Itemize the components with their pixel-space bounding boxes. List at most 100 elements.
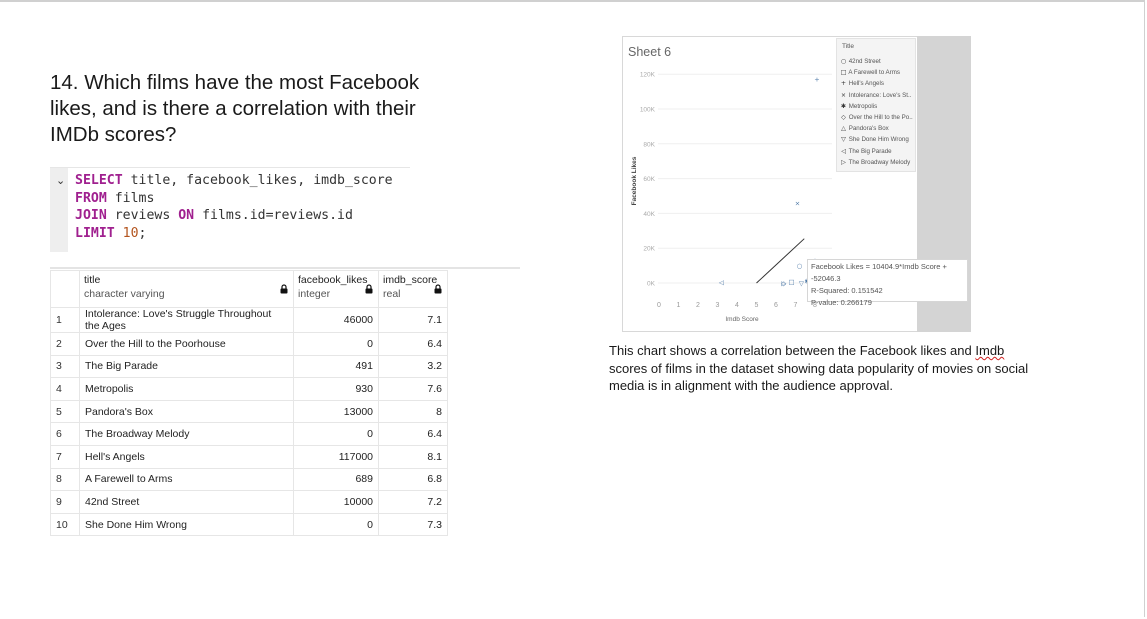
column-header-facebook-likes[interactable]: facebook_likes integer: [293, 270, 379, 308]
x-tick-label: 7: [794, 302, 798, 309]
result-table: title character varying facebook_likes i…: [50, 270, 448, 537]
data-point: ○: [797, 262, 803, 270]
title-cell[interactable]: 42nd Street: [79, 490, 294, 514]
title-cell[interactable]: She Done Him Wrong: [79, 512, 294, 537]
x-tick-label: 3: [716, 302, 720, 309]
table-row[interactable]: 10 She Done Him Wrong 0 7.3: [50, 512, 448, 537]
chevron-down-icon[interactable]: ⌄: [56, 174, 66, 187]
sql-text: title, facebook_likes, imdb_score: [122, 173, 393, 188]
x-tick-label: 2: [696, 302, 700, 309]
legend-item[interactable]: ◇ Over the Hill to the Po..: [840, 114, 913, 124]
legend-title: Title: [842, 43, 855, 50]
table-row[interactable]: 4 Metropolis 930 7.6: [50, 377, 448, 401]
table-row[interactable]: 3 The Big Parade 491 3.2: [50, 354, 448, 379]
title-cell[interactable]: Over the Hill to the Poorhouse: [79, 332, 294, 356]
legend-item[interactable]: □ A Farewell to Arms: [840, 69, 900, 79]
score-cell[interactable]: 6.4: [378, 332, 448, 356]
chart-title: Sheet 6: [628, 45, 672, 59]
legend-item[interactable]: ○ 42nd Street: [840, 58, 881, 68]
score-cell[interactable]: 6.8: [378, 467, 448, 492]
legend-item[interactable]: ◁ The Big Parade: [840, 148, 892, 158]
sql-code[interactable]: SELECT title, facebook_likes, imdb_score…: [75, 172, 393, 242]
title-cell[interactable]: Intolerance: Love's Struggle Throughout …: [79, 307, 294, 333]
score-cell[interactable]: 7.2: [378, 490, 448, 514]
row-number: 3: [50, 354, 80, 379]
likes-cell[interactable]: 0: [293, 422, 379, 446]
x-tick-label: 4: [735, 302, 739, 309]
legend-item[interactable]: ▷ The Broadway Melody: [840, 159, 910, 169]
title-cell[interactable]: The Broadway Melody: [79, 422, 294, 446]
y-tick-label: 0K: [647, 281, 656, 288]
score-cell[interactable]: 7.1: [378, 307, 448, 333]
y-tick-label: 80K: [643, 141, 655, 148]
column-header-imdb-score[interactable]: imdb_score real: [378, 270, 448, 308]
legend-item[interactable]: △ Pandora's Box: [840, 125, 889, 135]
table-row[interactable]: 7 Hell's Angels 117000 8.1: [50, 444, 448, 469]
divider: [50, 267, 520, 269]
sql-keyword: LIMIT: [75, 225, 115, 241]
legend-item[interactable]: + Hell's Angels: [840, 80, 884, 90]
x-tick-label: 0: [657, 302, 661, 309]
table-row[interactable]: 1 Intolerance: Love's Struggle Throughout…: [50, 307, 448, 333]
score-cell[interactable]: 6.4: [378, 422, 448, 446]
score-cell[interactable]: 8.1: [378, 444, 448, 469]
score-cell[interactable]: 7.3: [378, 512, 448, 537]
spellcheck-flagged-word[interactable]: Imdb: [975, 343, 1005, 358]
likes-cell[interactable]: 930: [293, 377, 379, 401]
legend-marker-icon: ✱: [840, 102, 847, 110]
sql-text: reviews: [106, 208, 179, 223]
lock-icon: [434, 284, 442, 294]
likes-cell[interactable]: 0: [293, 512, 379, 537]
trend-line: [756, 238, 805, 284]
column-name: title: [84, 274, 101, 286]
sql-text: ;: [138, 225, 147, 241]
row-number: 4: [50, 377, 80, 401]
column-type: character varying: [84, 288, 165, 300]
table-row[interactable]: 6 The Broadway Melody 0 6.4: [50, 422, 448, 446]
likes-cell[interactable]: 0: [293, 332, 379, 356]
column-header-title[interactable]: title character varying: [79, 270, 294, 308]
x-tick-label: 6: [774, 302, 778, 309]
likes-cell[interactable]: 10000: [293, 490, 379, 514]
title-cell[interactable]: The Big Parade: [79, 354, 294, 379]
row-number-header: [50, 270, 80, 308]
legend-marker-icon: ○: [840, 58, 847, 65]
legend-marker-icon: △: [841, 125, 846, 133]
legend-label: The Big Parade: [847, 147, 892, 155]
score-cell[interactable]: 3.2: [378, 354, 448, 379]
sql-keyword: FROM: [75, 190, 107, 206]
title-cell[interactable]: Pandora's Box: [79, 399, 294, 424]
likes-cell[interactable]: 13000: [293, 399, 379, 424]
y-axis-title: Facebook Likes: [631, 156, 638, 205]
title-cell[interactable]: A Farewell to Arms: [79, 467, 294, 492]
table-row[interactable]: 5 Pandora's Box 13000 8: [50, 399, 448, 424]
row-number: 2: [50, 332, 80, 356]
sql-query-cell[interactable]: ⌄ SELECT title, facebook_likes, imdb_sco…: [50, 167, 410, 252]
legend-label: A Farewell to Arms: [847, 69, 900, 77]
lock-icon: [365, 284, 373, 294]
table-row[interactable]: 2 Over the Hill to the Poorhouse 0 6.4: [50, 332, 448, 356]
table-row[interactable]: 9 42nd Street 10000 7.2: [50, 490, 448, 514]
likes-cell[interactable]: 491: [293, 354, 379, 379]
data-point: ◁: [719, 278, 724, 286]
title-cell[interactable]: Hell's Angels: [79, 444, 294, 469]
score-cell[interactable]: 7.6: [378, 377, 448, 401]
data-point: ▽: [799, 279, 804, 287]
legend-label: Hell's Angels: [847, 80, 884, 88]
legend-label: Intolerance: Love's St..: [847, 91, 912, 99]
row-number: 7: [50, 444, 80, 469]
row-number: 6: [50, 422, 80, 446]
likes-cell[interactable]: 117000: [293, 444, 379, 469]
legend-item[interactable]: × Intolerance: Love's St..: [840, 91, 912, 102]
legend-item[interactable]: ▽ She Done Him Wrong: [840, 136, 909, 146]
likes-cell[interactable]: 46000: [293, 307, 379, 333]
title-cell[interactable]: Metropolis: [79, 377, 294, 401]
column-type: real: [383, 288, 401, 300]
legend-label: 42nd Street: [847, 58, 881, 65]
likes-cell[interactable]: 689: [293, 467, 379, 492]
legend-label: Pandora's Box: [847, 125, 889, 133]
legend-item[interactable]: ✱ Metropolis: [840, 103, 877, 113]
score-cell[interactable]: 8: [378, 399, 448, 424]
